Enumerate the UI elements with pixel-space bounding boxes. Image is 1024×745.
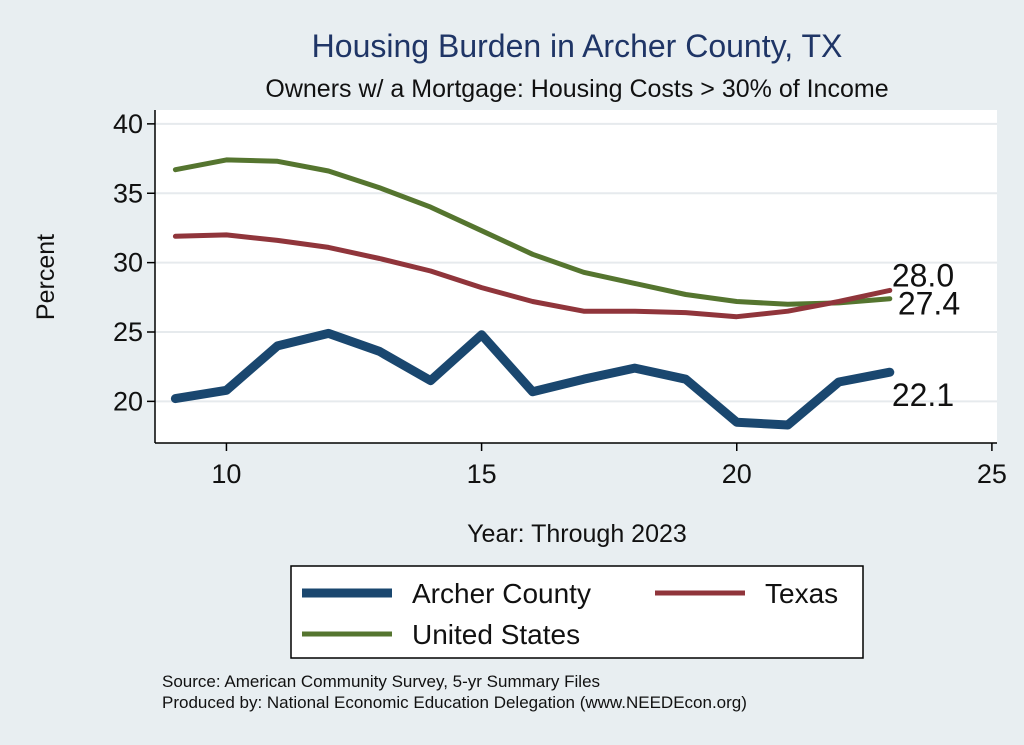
y-tick-label: 25 — [113, 317, 143, 347]
legend-box — [290, 565, 864, 659]
x-tick-label: 10 — [211, 459, 241, 489]
series-line-texas — [172, 232, 893, 320]
series-lines — [170, 157, 895, 430]
series-line-archer-county — [170, 328, 895, 430]
legend-label-texas: Texas — [765, 578, 838, 609]
y-tick-label: 30 — [113, 248, 143, 278]
x-tick-label: 25 — [977, 459, 1007, 489]
end-label-archer-county: 22.1 — [892, 377, 954, 413]
legend-label-united-states: United States — [412, 619, 580, 650]
source-note: Source: American Community Survey, 5-yr … — [162, 672, 600, 691]
gridlines — [155, 122, 997, 403]
produced-by-note: Produced by: National Economic Education… — [162, 693, 747, 712]
x-tick-label: 15 — [467, 459, 497, 489]
legend: Archer County Texas United States — [290, 565, 864, 659]
axes — [147, 110, 997, 451]
end-label-texas: 28.0 — [892, 257, 954, 293]
chart-subtitle: Owners w/ a Mortgage: Housing Costs > 30… — [265, 75, 888, 103]
end-labels: 22.1 28.027.4 — [892, 257, 960, 413]
tick-labels: 20 25 30 35 40 10 15 20 25 — [113, 109, 1007, 489]
series-line-united-states — [172, 157, 893, 307]
chart-title: Housing Burden in Archer County, TX — [312, 28, 843, 64]
y-tick-label: 35 — [113, 178, 143, 208]
y-tick-label: 40 — [113, 109, 143, 139]
legend-label-archer-county: Archer County — [412, 578, 591, 609]
end-label-united-states: 27.4 — [898, 286, 960, 322]
y-axis-title: Percent — [32, 234, 60, 320]
x-tick-label: 20 — [722, 459, 752, 489]
y-tick-label: 20 — [113, 386, 143, 416]
x-axis-title: Year: Through 2023 — [467, 520, 687, 548]
